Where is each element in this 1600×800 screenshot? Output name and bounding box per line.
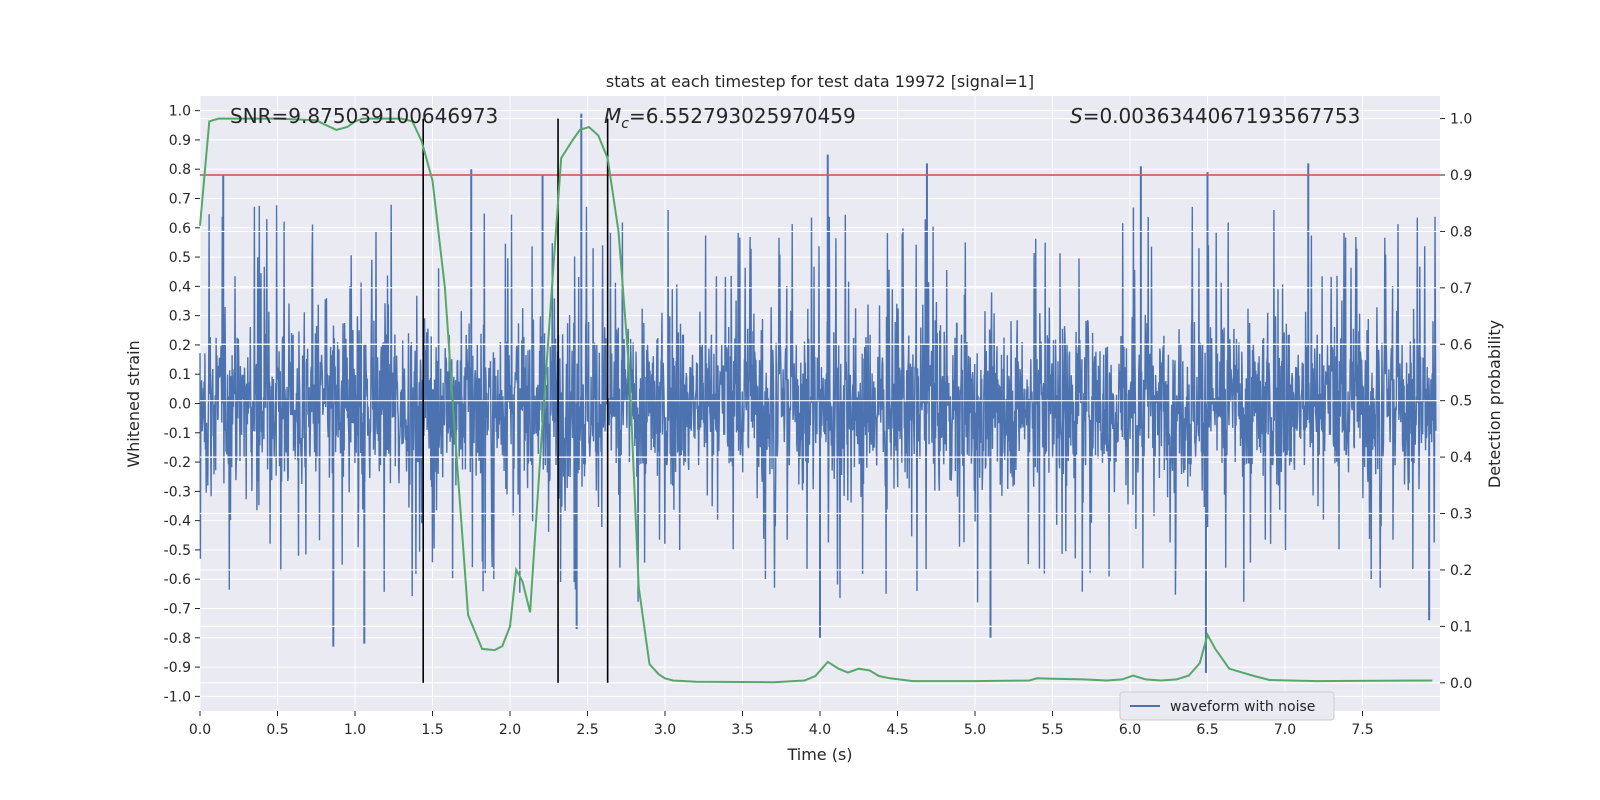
legend: waveform with noise <box>1119 691 1335 721</box>
y-left-tick-label: -0.6 <box>164 572 191 588</box>
y-right-tick-label: 0.9 <box>1450 168 1472 184</box>
y-left-tick-label: -0.2 <box>164 455 191 471</box>
x-tick-label: 1.0 <box>344 722 366 738</box>
y-right-tick-label: 0.0 <box>1450 676 1472 692</box>
y-left-tick-label: 0.8 <box>169 162 191 178</box>
y-right-tick-label: 0.2 <box>1450 563 1472 579</box>
snr-annotation: SNR=9.875039100646973 <box>230 104 498 128</box>
y-right-tick-label: 0.1 <box>1450 619 1472 635</box>
y-left-tick-label: -0.9 <box>164 660 191 676</box>
x-ticks: 0.0 0.5 1.0 1.5 2.0 2.5 3.0 3.5 4.0 4.5 5.0 5.5 6.0 6… <box>189 711 1374 738</box>
y-right-tick-label: 0.6 <box>1450 337 1472 353</box>
x-tick-label: 6.5 <box>1196 722 1218 738</box>
y-left-tick-label: -0.1 <box>164 426 191 442</box>
y-left-tick-label: 0.0 <box>169 397 191 413</box>
chirp-mass-subscript: c <box>621 116 629 132</box>
y-left-tick-label: 0.4 <box>169 279 191 295</box>
y-right-tick-label: 0.3 <box>1450 507 1472 523</box>
x-tick-label: 4.5 <box>886 722 908 738</box>
y-left-tick-label: 0.7 <box>169 192 191 208</box>
y-left-ticks: 1.0 0.9 0.8 0.7 0.6 0.5 0.4 0.3 0.2 0.1 0.0 -0.1 -0.… <box>164 104 200 705</box>
y-right-tick-label: 0.4 <box>1450 450 1472 466</box>
y-axis-label-left: Whitened strain <box>124 340 143 467</box>
y-left-tick-label: -1.0 <box>164 689 191 705</box>
x-tick-label: 4.0 <box>809 722 831 738</box>
legend-box <box>1119 691 1335 721</box>
y-right-tick-label: 0.5 <box>1450 394 1472 410</box>
y-left-tick-label: 0.9 <box>169 133 191 149</box>
x-tick-label: 5.0 <box>964 722 986 738</box>
y-right-tick-label: 0.8 <box>1450 224 1472 240</box>
y-right-tick-label: 1.0 <box>1450 112 1472 128</box>
y-axis-label-right: Detection probability <box>1485 320 1504 488</box>
strain-line <box>199 204 1437 603</box>
probability-series <box>199 117 1433 684</box>
x-tick-label: 0.5 <box>266 722 288 738</box>
probability-line <box>199 117 1433 684</box>
y-left-tick-label: -0.7 <box>164 602 191 618</box>
x-tick-label: 1.5 <box>421 722 443 738</box>
s-annotation: S=0.0036344067193567753 <box>1070 104 1360 128</box>
chirp-mass-value: =6.552793025970459 <box>629 104 856 128</box>
chart-title: stats at each timestep for test data 199… <box>606 72 1034 91</box>
y-left-tick-label: 0.6 <box>169 221 191 237</box>
x-axis-label: Time (s) <box>786 745 852 764</box>
x-tick-label: 5.5 <box>1041 722 1063 738</box>
y-left-tick-label: -0.3 <box>164 484 191 500</box>
y-right-ticks: 1.0 0.9 0.8 0.7 0.6 0.5 0.4 0.3 0.2 0.1 0.0 <box>1440 112 1472 692</box>
y-left-tick-label: 0.2 <box>169 338 191 354</box>
y-left-tick-label: 0.5 <box>169 250 191 266</box>
x-tick-label: 7.0 <box>1274 722 1296 738</box>
s-symbol: S <box>1070 104 1083 128</box>
x-tick-label: 6.0 <box>1119 722 1141 738</box>
x-tick-label: 2.5 <box>576 722 598 738</box>
y-left-tick-label: -0.5 <box>164 543 191 559</box>
x-tick-label: 7.5 <box>1351 722 1373 738</box>
x-tick-label: 2.0 <box>499 722 521 738</box>
s-value: =0.0036344067193567753 <box>1083 104 1361 128</box>
strain-series <box>199 113 1437 673</box>
x-tick-label: 3.5 <box>731 722 753 738</box>
y-right-tick-label: 0.7 <box>1450 281 1472 297</box>
legend-label: waveform with noise <box>1170 699 1315 715</box>
y-left-tick-label: 0.1 <box>169 367 191 383</box>
chirp-mass-symbol: M <box>604 104 621 128</box>
x-tick-label: 3.0 <box>654 722 676 738</box>
y-left-tick-label: -0.8 <box>164 631 191 647</box>
x-tick-label: 0.0 <box>189 722 211 738</box>
chirp-mass-annotation: Mc=6.552793025970459 <box>604 104 856 132</box>
y-left-tick-label: 1.0 <box>169 104 191 120</box>
y-left-tick-label: 0.3 <box>169 309 191 325</box>
grid-overlay <box>200 117 1440 684</box>
y-left-tick-label: -0.4 <box>164 514 191 530</box>
